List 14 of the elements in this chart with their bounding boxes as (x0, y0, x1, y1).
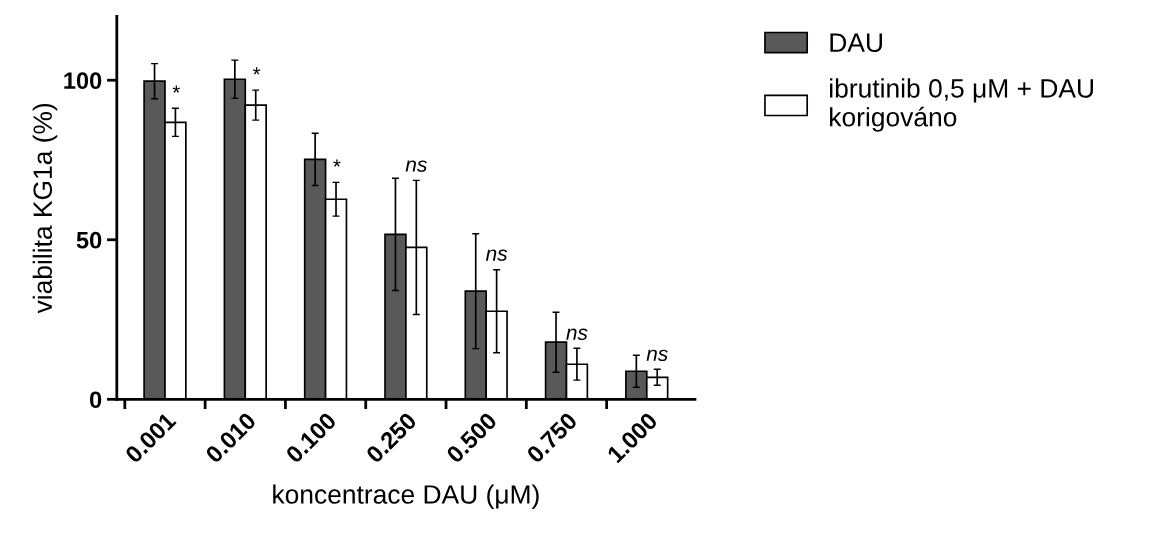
y-tick-label: 0 (90, 391, 102, 409)
legend-label: DAU (830, 33, 882, 53)
annotation: * (252, 67, 261, 75)
annotation: * (333, 159, 341, 167)
y-axis-title: viabilita KG1a (%) (32, 103, 58, 314)
annotation: * (172, 85, 181, 93)
legend-label: ibrutinib 0,5 μM + DAU korigováno (830, 78, 1093, 132)
y-tick-label: 100 (64, 72, 102, 90)
annotation: ns (485, 249, 508, 261)
annotation: ns (646, 349, 668, 362)
annotation: ns (566, 328, 588, 340)
y-tick-label: 50 (76, 231, 102, 249)
annotation: ns (405, 160, 427, 172)
x-axis-title: koncentrace DAU (μM) (273, 484, 539, 510)
